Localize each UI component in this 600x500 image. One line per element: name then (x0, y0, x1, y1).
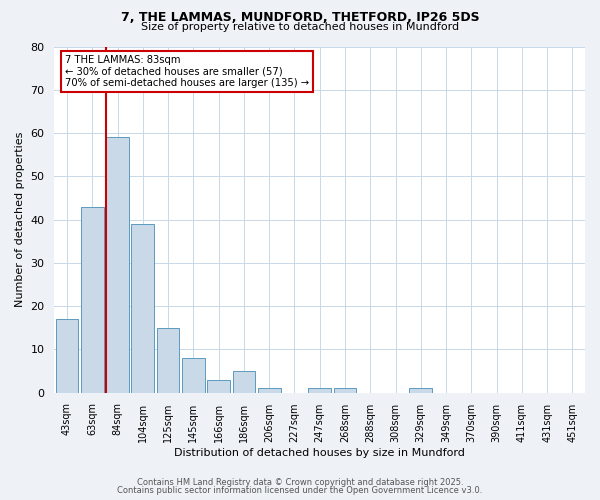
Bar (182, 358, 205, 392)
Text: 7, THE LAMMAS, MUNDFORD, THETFORD, IP26 5DS: 7, THE LAMMAS, MUNDFORD, THETFORD, IP26 … (121, 11, 479, 24)
Bar (233, 371, 255, 392)
Bar (131, 224, 154, 392)
Bar (258, 388, 281, 392)
Bar (308, 388, 331, 392)
Bar (409, 388, 432, 392)
Bar (207, 380, 230, 392)
Text: Size of property relative to detached houses in Mundford: Size of property relative to detached ho… (141, 22, 459, 32)
Bar (56, 319, 79, 392)
Text: 7 THE LAMMAS: 83sqm
← 30% of detached houses are smaller (57)
70% of semi-detach: 7 THE LAMMAS: 83sqm ← 30% of detached ho… (65, 55, 309, 88)
Y-axis label: Number of detached properties: Number of detached properties (15, 132, 25, 308)
Text: Contains public sector information licensed under the Open Government Licence v3: Contains public sector information licen… (118, 486, 482, 495)
Bar (81, 206, 104, 392)
Bar (157, 328, 179, 392)
Bar (106, 138, 129, 392)
Bar (334, 388, 356, 392)
X-axis label: Distribution of detached houses by size in Mundford: Distribution of detached houses by size … (174, 448, 465, 458)
Text: Contains HM Land Registry data © Crown copyright and database right 2025.: Contains HM Land Registry data © Crown c… (137, 478, 463, 487)
